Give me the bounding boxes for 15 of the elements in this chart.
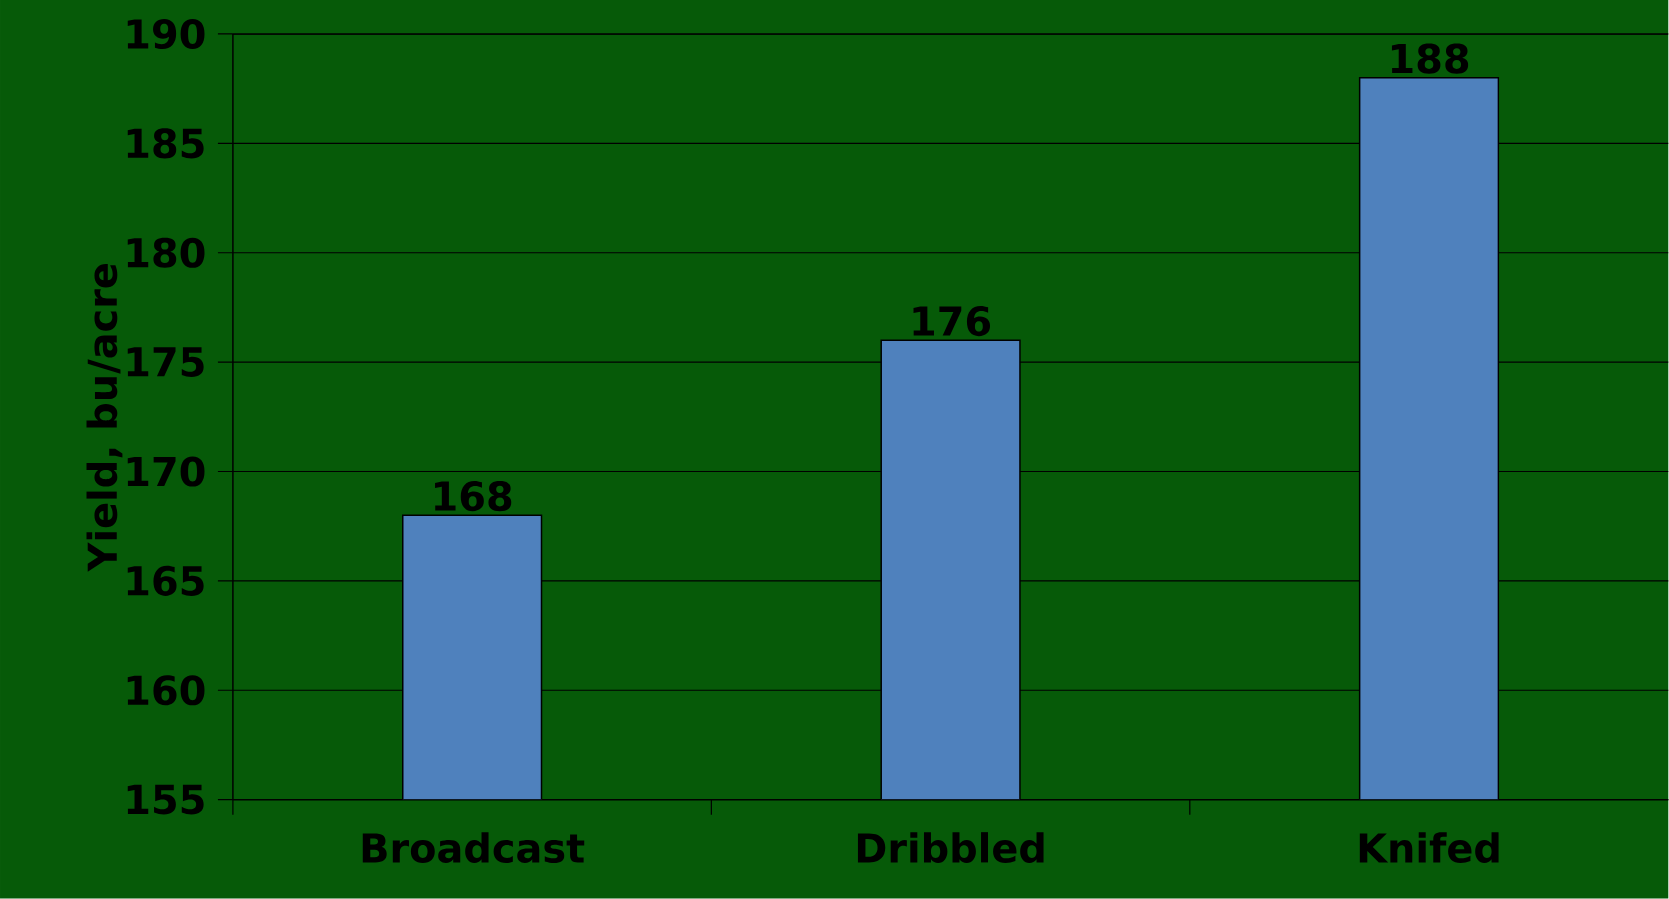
y-tick-label: 170 [127,456,205,487]
data-label: 168 [435,481,512,512]
y-tick-label: 190 [127,19,205,50]
data-label: 188 [1391,43,1469,74]
y-axis-title: Yield, bu/acre [86,264,123,573]
x-tick-label: Dribbled [857,832,1044,864]
y-tick-label: 185 [127,128,204,159]
x-tick-label: Knifed [1359,832,1499,864]
y-tick-label: 175 [127,347,204,378]
y-tick-label: 180 [127,237,205,268]
y-tick-label: 165 [127,566,204,597]
y-tick-label: 155 [127,785,204,815]
data-label: 176 [913,306,991,337]
x-tick-label: Broadcast [362,832,585,864]
y-tick-label: 160 [127,675,205,706]
